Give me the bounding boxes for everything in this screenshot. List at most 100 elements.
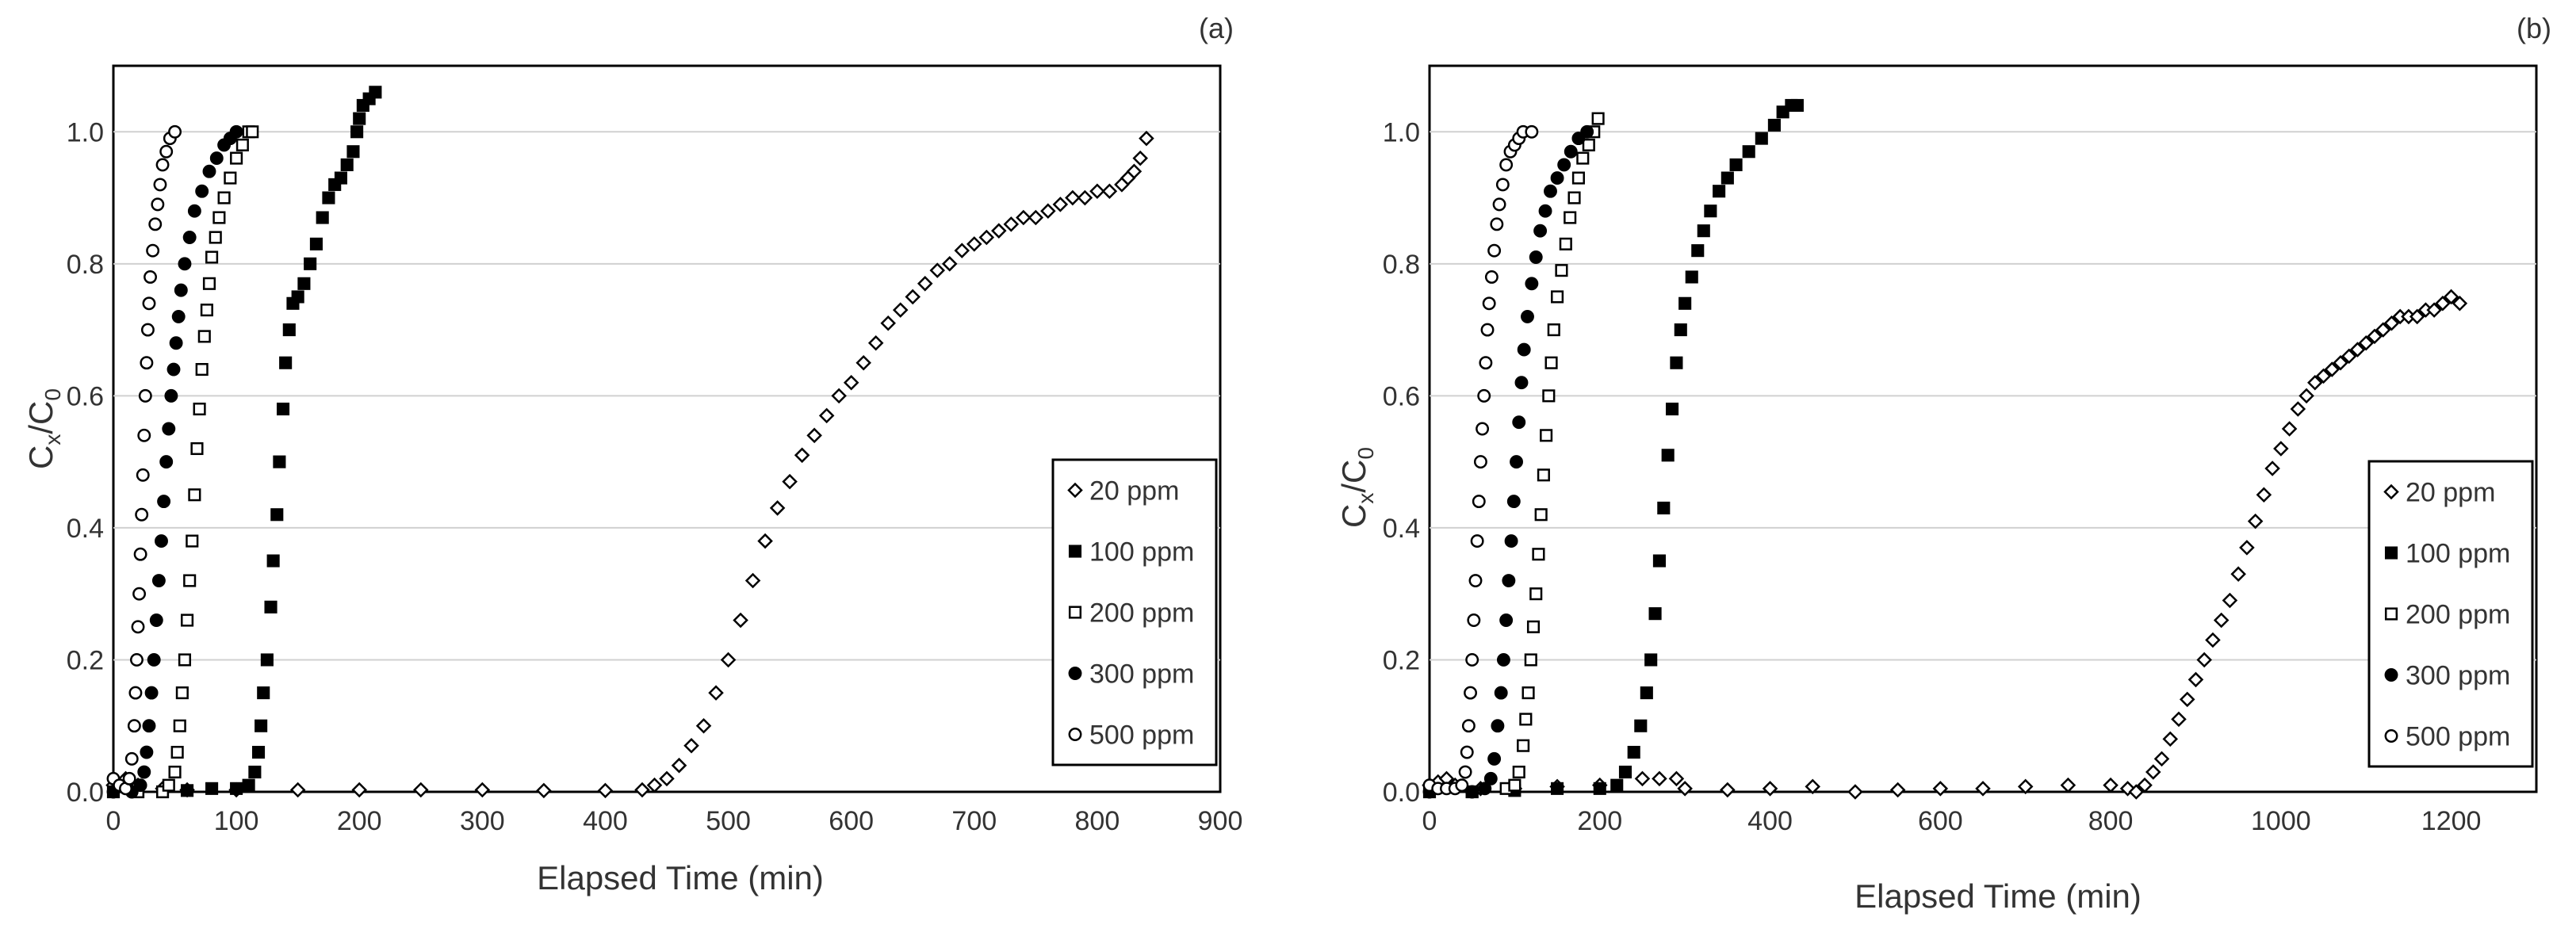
data-point	[140, 356, 154, 370]
data-series-a	[105, 86, 1154, 799]
legend-label: 100 ppm	[1089, 537, 1194, 568]
data-point	[2273, 441, 2289, 457]
data-point	[1517, 342, 1531, 357]
data-point	[536, 782, 552, 799]
series-500-ppm	[106, 124, 182, 796]
data-point	[159, 455, 174, 469]
data-point	[270, 508, 284, 522]
data-point	[264, 600, 278, 613]
data-point	[224, 171, 237, 185]
data-point	[1510, 455, 1523, 469]
data-point	[1571, 132, 1586, 146]
x-axis-label-b: Elapsed Time (min)	[1854, 877, 2142, 915]
data-point	[164, 388, 178, 403]
data-point	[128, 686, 143, 700]
data-point	[1512, 765, 1525, 779]
legend-label: 500 ppm	[1089, 721, 1194, 751]
gridlines-b	[1430, 131, 2536, 661]
data-point	[2145, 764, 2161, 780]
data-point	[1512, 415, 1526, 430]
data-point	[1482, 296, 1496, 311]
data-point	[1670, 356, 1683, 369]
data-point	[1665, 402, 1679, 416]
data-point	[1473, 455, 1487, 469]
data-point	[1685, 270, 1698, 284]
data-point	[2324, 361, 2341, 377]
data-point	[138, 388, 152, 403]
data-point	[2383, 315, 2400, 331]
data-point	[1640, 686, 1653, 700]
data-point	[1508, 778, 1521, 792]
data-point	[251, 745, 266, 759]
legend-label: 300 ppm	[1089, 659, 1194, 690]
data-point	[1627, 745, 1640, 759]
data-point	[1555, 264, 1568, 277]
y-tick-label: 0.8	[67, 250, 104, 280]
data-point	[1065, 189, 1081, 206]
x-tick-label: 600	[829, 806, 874, 836]
data-point	[1003, 216, 1020, 232]
gridlines-a	[113, 131, 1220, 661]
data-point	[171, 309, 186, 323]
data-point	[182, 231, 197, 244]
x-tick-label: 1000	[2251, 806, 2311, 836]
legend-marker	[1068, 728, 1082, 741]
y-tick-label: 0.2	[1383, 645, 1420, 675]
data-point	[806, 427, 822, 444]
data-point	[1101, 183, 1118, 199]
panel-label-b: (b)	[2517, 12, 2551, 44]
legend-marker	[2384, 729, 2398, 743]
data-point	[2341, 348, 2357, 365]
data-point	[168, 765, 182, 779]
data-point	[130, 653, 144, 667]
data-point	[1538, 204, 1552, 218]
data-point	[200, 304, 213, 317]
data-point	[2435, 296, 2451, 312]
data-point	[2264, 461, 2280, 476]
data-point	[1477, 388, 1491, 403]
data-point	[1644, 653, 1658, 667]
data-point	[2205, 632, 2221, 648]
data-point	[1634, 719, 1648, 732]
legend-label: 200 ppm	[1089, 598, 1194, 629]
data-point	[1674, 323, 1687, 337]
data-point	[1593, 782, 1606, 795]
data-point	[1697, 224, 1710, 238]
data-point	[1517, 739, 1530, 752]
data-point	[1544, 184, 1557, 198]
data-point	[273, 455, 286, 468]
data-point	[1504, 534, 1518, 549]
data-point	[202, 277, 216, 290]
data-point	[1521, 686, 1535, 700]
data-point	[230, 151, 243, 165]
data-point	[1089, 183, 1105, 199]
data-point	[659, 770, 675, 787]
data-point	[1491, 719, 1505, 733]
legend-marker	[1068, 606, 1082, 619]
data-point	[1524, 653, 1537, 667]
data-point	[1582, 138, 1595, 151]
x-tick-label: 600	[1918, 806, 1963, 836]
data-point	[133, 778, 147, 793]
plot-frame-a	[112, 64, 1222, 793]
data-point	[151, 197, 165, 212]
y-label-sub-x-b: x	[1353, 493, 1378, 504]
data-point	[597, 782, 614, 799]
y-tick-labels-a: 0.0 0.2 0.4 0.6 0.8 1.0	[67, 117, 104, 808]
data-point	[209, 231, 222, 244]
data-point	[1532, 548, 1545, 561]
data-point	[1729, 158, 1743, 171]
data-point	[340, 158, 354, 171]
data-point	[197, 330, 211, 343]
series-20-ppm	[1422, 289, 2468, 800]
data-point	[991, 223, 1007, 239]
data-point	[2230, 566, 2246, 582]
data-point	[978, 229, 995, 246]
y-tick-label: 0.4	[67, 514, 104, 544]
y-tick-label: 0.6	[1383, 381, 1420, 411]
legend-label: 100 ppm	[2406, 539, 2510, 569]
data-point	[941, 256, 958, 272]
legend-label: 200 ppm	[2406, 600, 2510, 630]
data-point	[1755, 132, 1768, 145]
